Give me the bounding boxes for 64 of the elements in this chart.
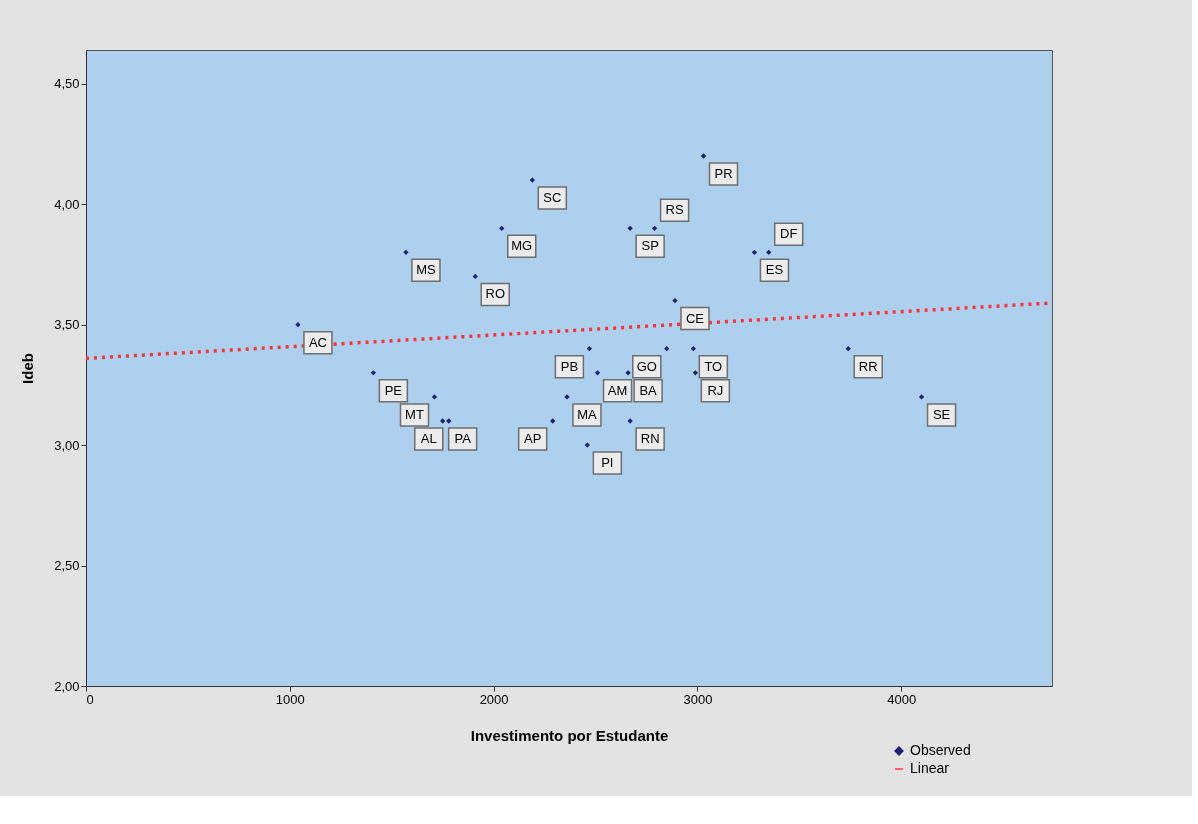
annotation: BA: [639, 382, 658, 398]
y-tick-label: 4,00: [54, 196, 80, 212]
annotation: TO: [704, 358, 723, 374]
point: [672, 297, 678, 304]
annotation: PB: [560, 358, 579, 374]
legend-label: Linear: [910, 760, 950, 776]
point: [766, 249, 772, 256]
annotation: PI: [601, 455, 614, 471]
annotation: DF: [780, 226, 798, 242]
annotation: GO: [636, 358, 657, 374]
x-tick-label: 0: [86, 691, 94, 707]
annotation: MG: [511, 238, 533, 254]
point: [692, 370, 698, 376]
point: [690, 346, 696, 352]
point: [918, 394, 925, 400]
y-tick-label: 3,00: [54, 437, 80, 453]
annotation: AL: [420, 431, 437, 446]
y-tick-label: 3,50: [54, 317, 80, 333]
point: [751, 249, 758, 256]
y-axis-title: Ideb: [19, 353, 37, 384]
annotation: MT: [405, 406, 424, 422]
point: [370, 370, 376, 376]
point: [431, 394, 438, 400]
annotation: AP: [524, 431, 542, 446]
annotation: RJ: [707, 382, 724, 398]
annotation: SC: [543, 190, 562, 206]
point: [651, 225, 658, 231]
point: [440, 418, 446, 424]
point: [700, 153, 707, 159]
annotation: MA: [577, 406, 598, 422]
point: [472, 273, 478, 280]
annotation: MS: [416, 262, 437, 278]
point: [594, 370, 601, 376]
legend-label: Observed: [910, 742, 971, 758]
point: [586, 346, 593, 352]
point: [499, 225, 505, 231]
point: [845, 346, 851, 352]
y-tick-label: 2,50: [54, 558, 80, 574]
annotation: AM: [607, 382, 628, 398]
annotation: PE: [384, 382, 403, 398]
annotation: RS: [665, 202, 684, 218]
y-tick-label: 4,50: [54, 76, 80, 92]
y-tick-label: 2,00: [54, 678, 80, 694]
annotation: RN: [640, 431, 660, 446]
point: [529, 177, 535, 183]
point: [627, 225, 633, 231]
point: [584, 442, 590, 448]
annotation: RR: [858, 358, 878, 374]
annotation: SE: [932, 406, 951, 422]
point: [295, 321, 301, 328]
x-tick-label: 3000: [683, 691, 713, 707]
annotation: SP: [641, 238, 659, 254]
annotation: CE: [685, 310, 705, 326]
annotation: PA: [454, 431, 472, 446]
x-tick-label: 1000: [275, 691, 305, 707]
annotation: PR: [714, 166, 733, 181]
x-axis-title: Investimento por Estudante: [470, 726, 669, 744]
annotation: RO: [485, 286, 505, 302]
x-tick-label: 4000: [887, 691, 917, 707]
annotation: AC: [308, 334, 327, 350]
point: [403, 249, 409, 256]
annotation: ES: [765, 262, 784, 278]
point: [664, 346, 670, 352]
x-tick-label: 2000: [479, 691, 509, 707]
